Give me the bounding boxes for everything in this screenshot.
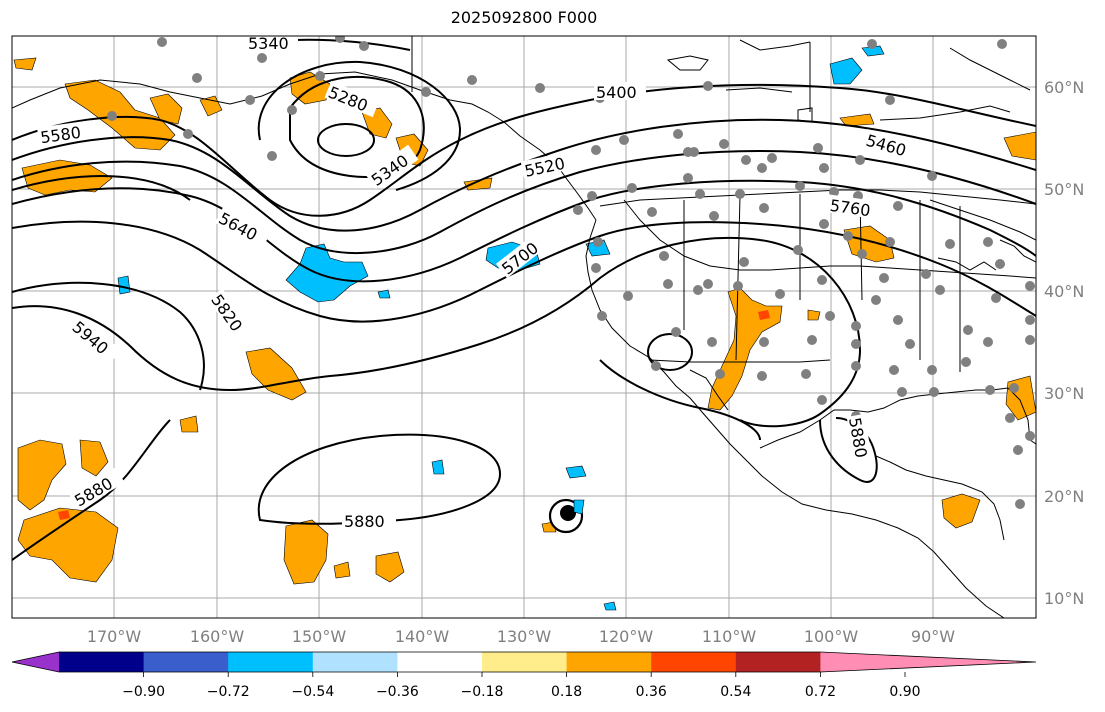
longitude-labels: 170°W 160°W 150°W 140°W 130°W 120°W 110°… <box>87 627 955 646</box>
lat-label: 40°N <box>1044 282 1084 301</box>
map-title: 2025092800 F000 <box>450 8 598 27</box>
lon-label: 140°W <box>395 627 450 646</box>
latitude-labels: 60°N 50°N 40°N 30°N 20°N 10°N <box>1044 78 1084 608</box>
colorbar-tick-label: 0.72 <box>805 684 836 700</box>
colorbar-segment <box>228 652 314 672</box>
colorbar-tick-label: 0.18 <box>551 684 582 700</box>
lon-label: 170°W <box>87 627 142 646</box>
strong-positive-anomaly-areas <box>58 310 770 520</box>
contour-low-center <box>317 123 375 157</box>
colorbar-outline <box>11 651 1037 673</box>
lon-label: 110°W <box>702 627 757 646</box>
lon-label: 150°W <box>292 627 347 646</box>
colorbar-segment <box>312 652 398 672</box>
lat-label: 20°N <box>1044 487 1084 506</box>
colorbar <box>11 651 1037 677</box>
colorbar-segment <box>397 652 483 672</box>
map-frame <box>11 35 1037 619</box>
colorbar-tick-label: 0.36 <box>636 684 667 700</box>
contour-label: 5880 <box>344 512 385 531</box>
contour-closed-high <box>647 333 693 371</box>
lon-label: 120°W <box>599 627 654 646</box>
graticule <box>12 36 1036 618</box>
storm-center-marker <box>548 498 585 534</box>
colorbar-segment <box>59 652 145 672</box>
colorbar-extend-max <box>820 652 1036 672</box>
colorbar-tick-label: −0.54 <box>291 684 334 700</box>
colorbar-segment <box>651 652 737 672</box>
contour-label: 5340 <box>248 34 289 53</box>
height-contours <box>12 38 1036 561</box>
lat-label: 30°N <box>1044 384 1084 403</box>
lon-label: 160°W <box>190 627 245 646</box>
colorbar-tick-label: 0.54 <box>720 684 751 700</box>
colorbar-segment <box>566 652 652 672</box>
colorbar-extend-min <box>12 652 59 672</box>
colorbar-tick-label: −0.36 <box>376 684 419 700</box>
colorbar-tick-label: −0.90 <box>122 684 165 700</box>
lon-label: 100°W <box>804 627 859 646</box>
colorbar-segment <box>482 652 568 672</box>
contour-label: 5400 <box>596 83 637 102</box>
colorbar-tick-label: −0.18 <box>461 684 504 700</box>
colorbar-segment <box>735 652 821 672</box>
lat-label: 10°N <box>1044 589 1084 608</box>
colorbar-tick-labels: −0.90 −0.72 −0.54 −0.36 −0.18 0.18 0.36 0.54 0.7… <box>122 684 920 700</box>
station-dots <box>107 36 1035 509</box>
colorbar-segment <box>143 652 229 672</box>
lon-label: 90°W <box>911 627 955 646</box>
lat-label: 60°N <box>1044 78 1084 97</box>
colorbar-tick-label: 0.90 <box>889 684 920 700</box>
lon-label: 130°W <box>497 627 552 646</box>
lat-label: 50°N <box>1044 180 1084 199</box>
colorbar-tick-label: −0.72 <box>207 684 250 700</box>
